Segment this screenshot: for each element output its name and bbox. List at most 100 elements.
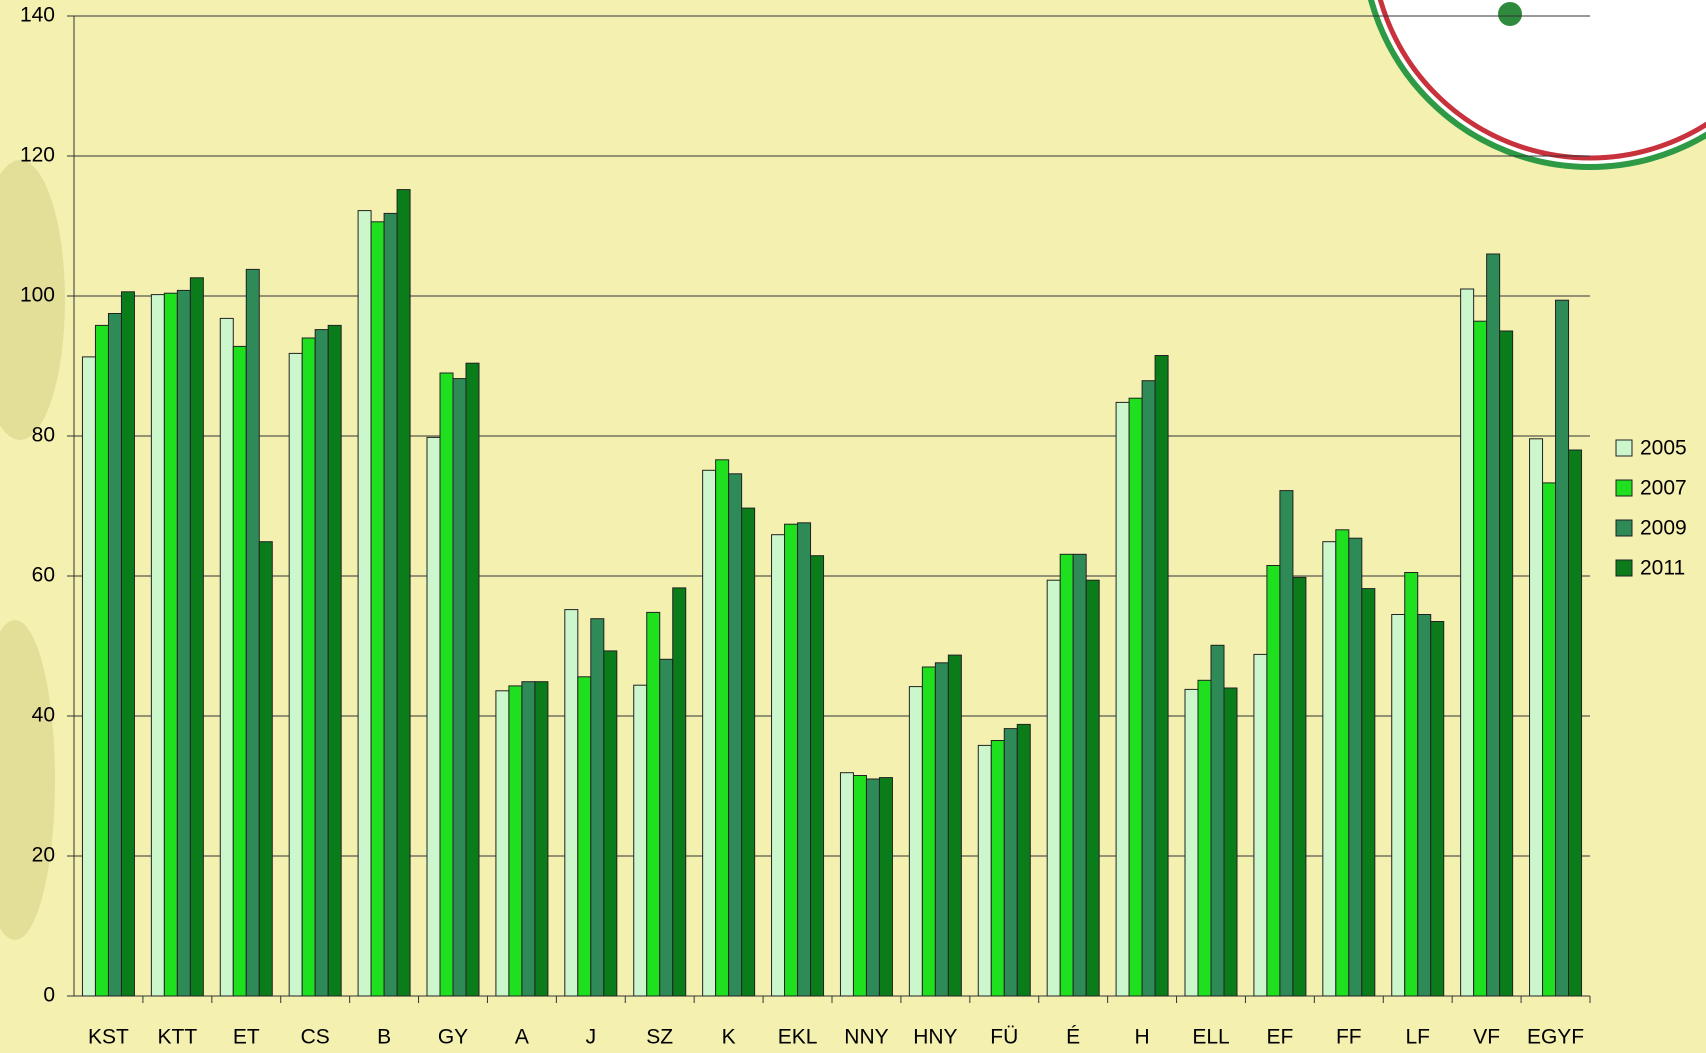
leaf-decoration xyxy=(0,160,65,440)
bar xyxy=(232,345,247,997)
bar xyxy=(1016,723,1031,997)
bar xyxy=(865,778,880,997)
bar xyxy=(1154,355,1169,997)
bar xyxy=(370,221,385,997)
bar xyxy=(1417,614,1432,997)
bar xyxy=(702,469,717,997)
bar xyxy=(1486,253,1501,997)
bar xyxy=(1430,621,1445,997)
bar xyxy=(947,654,962,997)
bar xyxy=(327,324,342,997)
bar xyxy=(1404,572,1419,997)
bar xyxy=(1210,644,1225,997)
x-tick-label: HNY xyxy=(913,1026,957,1049)
bar xyxy=(1266,565,1281,997)
bar xyxy=(245,268,260,997)
x-tick-label: NNY xyxy=(844,1026,888,1049)
y-tick-label: 20 xyxy=(32,844,55,867)
y-tick-label: 0 xyxy=(43,984,55,1007)
x-tick-label: EGYF xyxy=(1527,1026,1584,1049)
logo-ring xyxy=(1377,0,1706,161)
logo-leaf xyxy=(1498,2,1522,26)
y-tick-label: 60 xyxy=(32,564,55,587)
bar xyxy=(934,662,949,997)
bar xyxy=(150,294,165,997)
bar xyxy=(1292,576,1307,997)
bar xyxy=(1529,438,1544,997)
bar xyxy=(219,317,234,997)
x-tick-label: KTT xyxy=(158,1026,198,1049)
x-tick-label: J xyxy=(586,1026,597,1049)
bar xyxy=(1361,588,1376,997)
bar xyxy=(977,744,992,997)
x-tick-label: GY xyxy=(438,1026,468,1049)
bar xyxy=(189,277,204,997)
bar xyxy=(1197,679,1212,997)
x-tick-label: B xyxy=(377,1026,391,1049)
bar xyxy=(1115,401,1130,997)
logo-ring xyxy=(1367,0,1706,170)
legend-label: 2007 xyxy=(1640,477,1687,500)
bar xyxy=(1128,397,1143,997)
bar xyxy=(1348,537,1363,997)
bar xyxy=(396,189,411,997)
bar xyxy=(94,324,109,997)
x-tick-label: ET xyxy=(233,1026,260,1049)
y-tick-label: 80 xyxy=(32,424,55,447)
bar xyxy=(357,210,372,997)
bar xyxy=(1141,380,1156,997)
bar xyxy=(1253,653,1268,997)
x-tick-label: CS xyxy=(301,1026,330,1049)
bar xyxy=(383,212,398,997)
bar xyxy=(1072,553,1087,997)
leaf-decoration xyxy=(0,620,55,940)
bar xyxy=(314,329,329,997)
bar xyxy=(120,291,135,997)
x-tick-label: EKL xyxy=(778,1026,818,1049)
y-tick-label: 140 xyxy=(20,4,55,27)
bar xyxy=(1542,482,1557,997)
bar xyxy=(1473,320,1488,997)
bar xyxy=(659,658,674,997)
y-tick-label: 100 xyxy=(20,284,55,307)
bar xyxy=(728,473,743,997)
bar xyxy=(908,686,923,997)
bar xyxy=(426,436,441,997)
bar xyxy=(784,523,799,997)
legend-swatch xyxy=(1615,559,1633,577)
bar xyxy=(534,681,549,997)
bar xyxy=(452,378,467,997)
bar xyxy=(1184,688,1199,997)
bar xyxy=(633,684,648,997)
bar xyxy=(771,534,786,997)
bar xyxy=(921,666,936,997)
bar xyxy=(288,352,303,997)
bar xyxy=(439,372,454,997)
y-tick-label: 40 xyxy=(32,704,55,727)
bar xyxy=(1085,579,1100,997)
bar xyxy=(564,609,579,997)
x-tick-label: FF xyxy=(1336,1026,1362,1049)
legend-label: 2011 xyxy=(1640,557,1685,580)
x-tick-label: A xyxy=(515,1026,529,1049)
bar xyxy=(1568,449,1583,997)
bar xyxy=(1003,728,1018,997)
x-tick-label: K xyxy=(722,1026,736,1049)
bar xyxy=(741,507,756,997)
bar xyxy=(1046,579,1061,997)
bar xyxy=(810,555,825,997)
bar xyxy=(590,618,605,997)
bar xyxy=(852,775,867,997)
x-tick-label: ELL xyxy=(1192,1026,1229,1049)
legend-label: 2005 xyxy=(1640,437,1687,460)
bar xyxy=(990,740,1005,997)
x-tick-label: VF xyxy=(1473,1026,1500,1049)
bar xyxy=(1279,490,1294,997)
bar xyxy=(465,362,480,997)
bar xyxy=(495,690,510,997)
legend-label: 2009 xyxy=(1640,517,1687,540)
x-tick-label: KST xyxy=(88,1026,129,1049)
bar xyxy=(603,650,618,997)
bar xyxy=(878,777,893,997)
